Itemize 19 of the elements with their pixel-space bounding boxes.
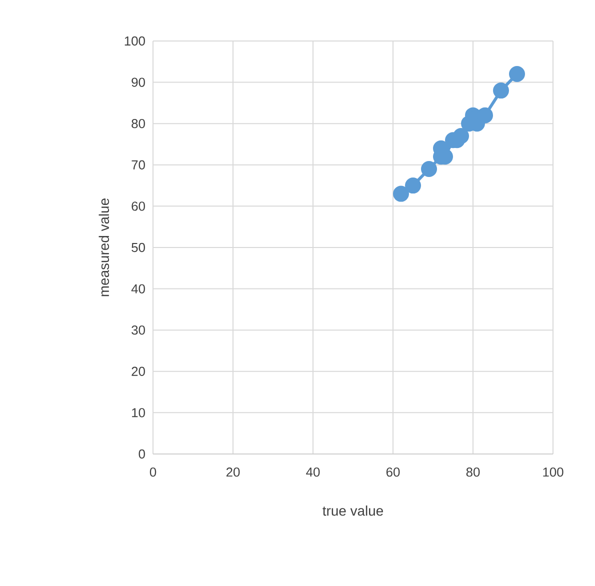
x-tick-label: 40 [306,468,320,477]
x-tick-label: 0 [150,468,156,477]
y-axis-title: measured value [98,198,110,296]
y-tick-label: 40 [131,284,145,294]
x-axis-title: true value [322,506,383,516]
y-tick-label: 50 [132,242,145,252]
x-tick-label: 60 [386,468,400,477]
y-tick-label: 60 [132,202,145,211]
x-tick-label: 100 [543,468,564,477]
y-tick-label: 0 [138,449,145,459]
x-tick-label: 20 [226,468,240,477]
y-tick-label: 70 [132,160,145,170]
y-tick-label: 80 [132,118,145,128]
y-tick-label: 90 [132,78,145,87]
y-tick-label: 100 [124,36,145,46]
y-tick-label: 20 [132,366,145,376]
y-tick-label: 30 [132,325,145,335]
x-tick-label: 80 [466,468,480,477]
y-tick-label: 10 [132,408,145,418]
